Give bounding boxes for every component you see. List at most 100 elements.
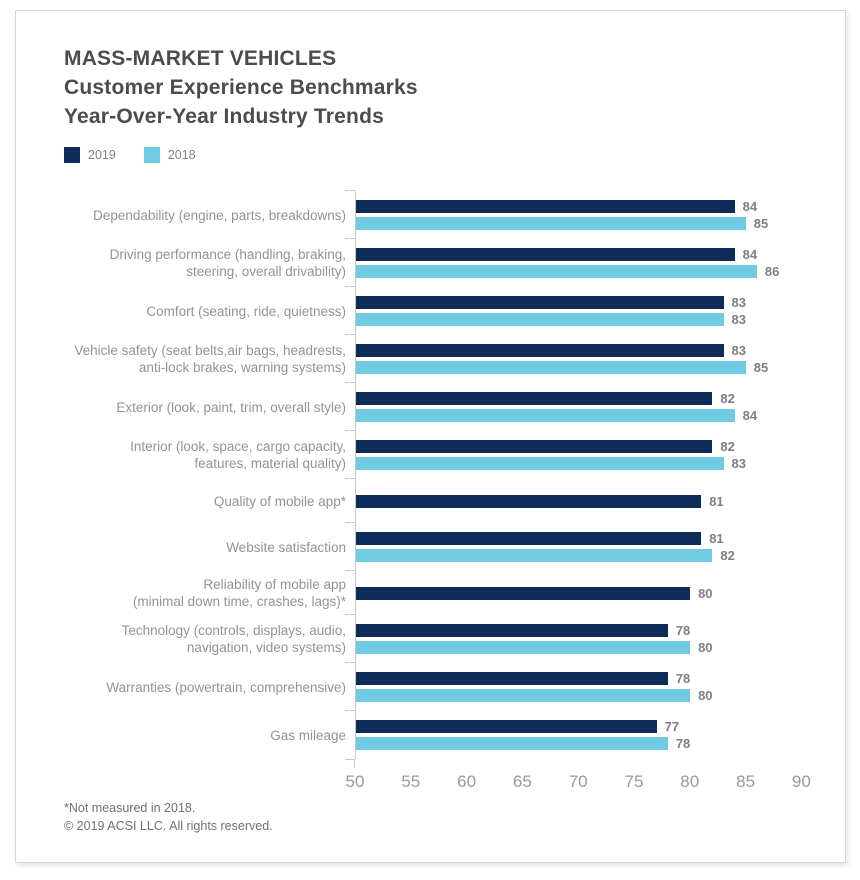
category-label: Warranties (powertrain, comprehensive) [106, 679, 346, 695]
x-tick-label: 80 [680, 772, 700, 791]
bar-2019 [356, 586, 691, 600]
category-label: Exterior (look, paint, trim, overall sty… [116, 399, 346, 415]
bar-2019 [356, 200, 735, 213]
bar-line-2018: 82 [356, 549, 846, 562]
bar-line-2019: 80 [356, 586, 846, 600]
bar-2019 [356, 494, 702, 508]
bar-2019 [356, 440, 713, 453]
bar-2019 [356, 344, 724, 357]
bar-2018 [356, 689, 691, 702]
bar-2018 [356, 641, 691, 654]
category-row: Comfort (seating, ride, quietness) 83 83 [64, 286, 846, 335]
category-row: Vehicle safety (seat belts,air bags, hea… [64, 334, 846, 383]
bar-line-2019: 82 [356, 440, 846, 453]
footnote-copyright: © 2019 ACSI LLC. All rights reserved. [64, 819, 273, 833]
bar-group: 82 84 [345, 382, 846, 431]
x-tick-label: 60 [457, 772, 477, 791]
category-row: Exterior (look, paint, trim, overall sty… [64, 382, 846, 431]
category-label: Dependability (engine, parts, breakdowns… [93, 207, 346, 223]
bar-value-2018: 85 [753, 216, 769, 231]
bar-line-2018: 83 [356, 457, 846, 470]
bar-2018 [356, 409, 735, 422]
bar-value-2018: 80 [698, 640, 713, 655]
category-row: Gas mileage 77 78 [64, 710, 846, 759]
bar-value-2019: 81 [709, 531, 724, 546]
bar-value-2018: 80 [698, 688, 713, 703]
bar-line-2018: 80 [356, 641, 846, 654]
bar-line-2019: 84 [356, 200, 846, 213]
bar-line-2019: 84 [356, 248, 846, 261]
bar-group: 78 80 [345, 662, 846, 711]
x-tick-label: 85 [736, 772, 756, 791]
bar-2018 [356, 457, 724, 470]
legend: 2019 2018 [64, 147, 196, 163]
bar-value-2019: 77 [664, 719, 680, 734]
category-row: Reliability of mobile app (minimal down t… [64, 570, 846, 615]
bar-2018 [356, 217, 746, 230]
category-row: Technology (controls, displays, audio, na… [64, 614, 846, 663]
chart-rows: Dependability (engine, parts, breakdowns… [64, 190, 846, 759]
axis-bottom-tick [345, 759, 355, 760]
bar-line-2019: 82 [356, 392, 846, 405]
bar-2019 [356, 624, 668, 637]
bar-value-2019: 78 [675, 671, 691, 686]
bar-2019 [356, 392, 713, 405]
bar-line-2018: 78 [356, 737, 846, 750]
legend-item-2018: 2018 [143, 147, 196, 163]
axis-stub [354, 760, 355, 768]
category-label: Interior (look, space, cargo capacity, fe… [130, 439, 346, 471]
bar-value-2019: 82 [720, 439, 735, 454]
bar-line-2018: 80 [356, 689, 846, 702]
bar-line-2018: 84 [356, 409, 846, 422]
x-tick-label: 70 [568, 772, 588, 791]
bar-line-2019: 81 [356, 532, 846, 545]
category-label: Gas mileage [270, 727, 346, 743]
chart-card: MASS-MARKET VEHICLES Customer Experience… [15, 10, 846, 863]
category-label: Website satisfaction [226, 539, 346, 555]
bar-2019 [356, 248, 735, 261]
bar-group: 82 83 [345, 430, 846, 479]
bar-2018 [356, 361, 746, 374]
bar-line-2019: 77 [356, 720, 846, 733]
category-row: Interior (look, space, cargo capacity, fe… [64, 430, 846, 479]
bar-line-2018: 86 [356, 265, 846, 278]
bar-group: 77 78 [345, 710, 846, 759]
bar-value-2019: 83 [731, 343, 746, 358]
x-tick-label: 75 [624, 772, 644, 791]
bar-group: 83 83 [345, 286, 846, 335]
category-label: Vehicle safety (seat belts,air bags, hea… [74, 343, 346, 375]
bar-line-2019: 83 [356, 296, 846, 309]
category-label: Reliability of mobile app (minimal down t… [132, 577, 346, 609]
bar-group: 81 [345, 478, 846, 523]
bar-line-2018: 83 [356, 313, 846, 326]
bar-value-2019: 81 [709, 493, 724, 509]
bar-value-2018: 83 [731, 456, 746, 471]
bar-group: 78 80 [345, 614, 846, 663]
x-tick-label: 50 [345, 772, 365, 791]
bar-value-2018: 84 [742, 408, 758, 423]
legend-swatch-2018 [143, 147, 160, 163]
bar-2018 [356, 265, 757, 278]
bar-2019 [356, 296, 724, 309]
bar-2019 [356, 672, 668, 685]
category-label: Driving performance (handling, braking, s… [109, 247, 346, 279]
bar-value-2019: 82 [720, 391, 735, 406]
chart: Dependability (engine, parts, breakdowns… [64, 190, 846, 794]
bar-line-2019: 78 [356, 672, 846, 685]
category-row: Warranties (powertrain, comprehensive) 78… [64, 662, 846, 711]
bar-group: 81 82 [345, 522, 846, 571]
bar-group: 80 [345, 570, 846, 615]
bar-value-2018: 85 [753, 360, 769, 375]
bar-value-2019: 84 [742, 247, 758, 262]
category-label: Technology (controls, displays, audio, na… [121, 623, 346, 655]
legend-label-2018: 2018 [167, 148, 196, 162]
x-tick-label: 55 [401, 772, 421, 791]
bar-value-2019: 78 [675, 623, 691, 638]
bar-group: 83 85 [345, 334, 846, 383]
bar-line-2019: 81 [356, 493, 846, 509]
bar-line-2018: 85 [356, 217, 846, 230]
category-row: Quality of mobile app* 81 [64, 478, 846, 523]
bar-value-2018: 78 [675, 736, 691, 751]
category-row: Driving performance (handling, braking, s… [64, 238, 846, 287]
bar-line-2018: 85 [356, 361, 846, 374]
